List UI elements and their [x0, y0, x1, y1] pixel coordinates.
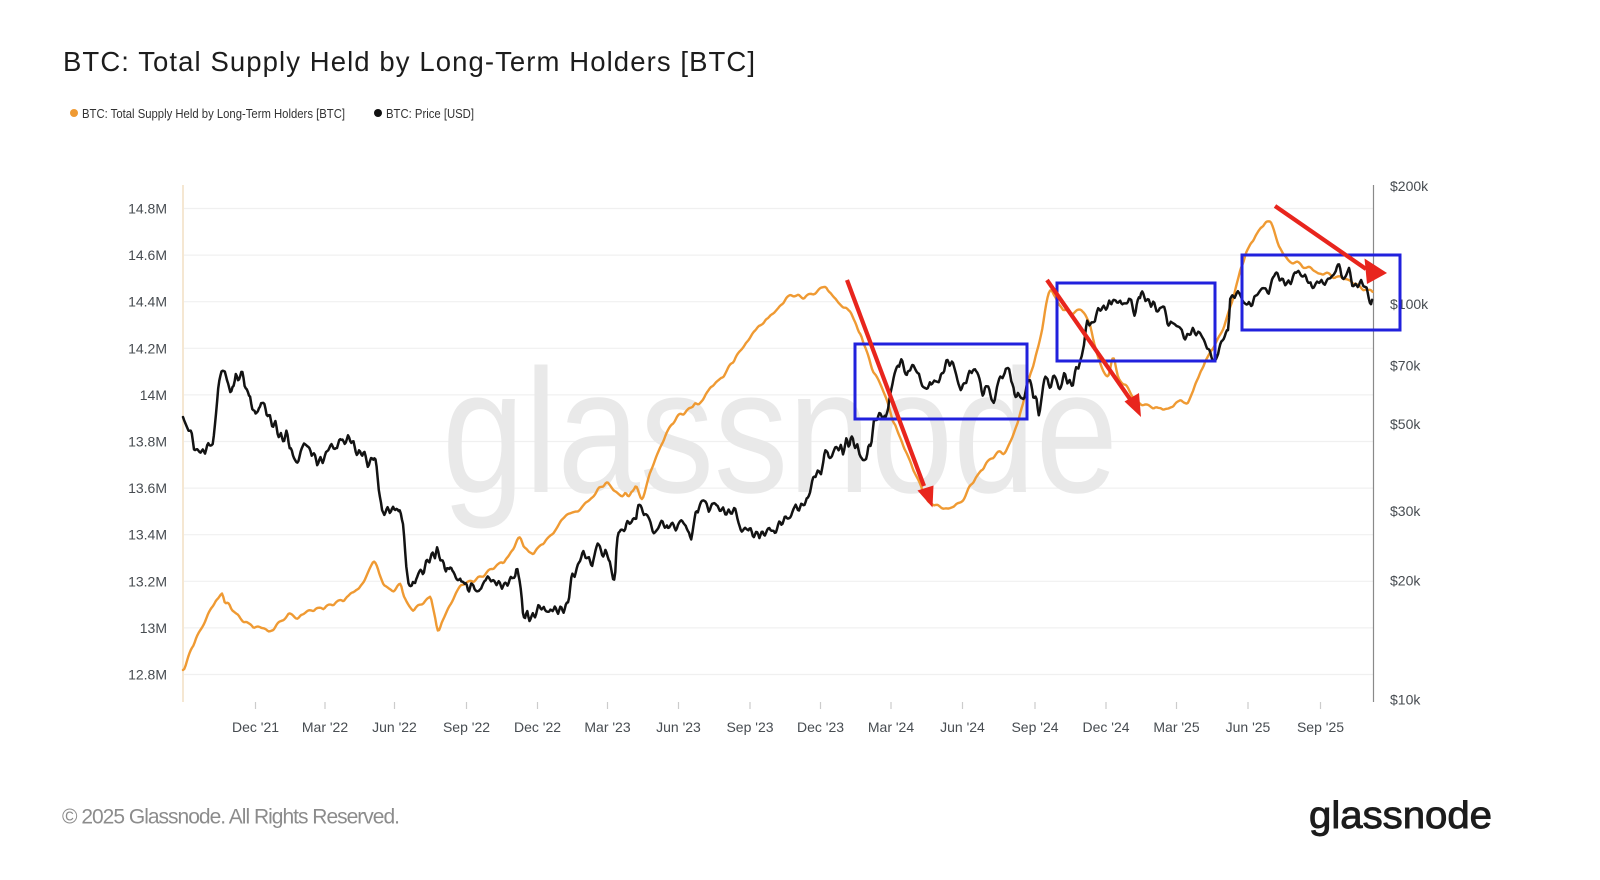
svg-text:14.8M: 14.8M: [128, 201, 167, 217]
svg-text:Sep '22: Sep '22: [443, 719, 490, 735]
svg-text:glassnode: glassnode: [1309, 795, 1492, 837]
svg-text:14.6M: 14.6M: [128, 247, 167, 263]
svg-text:Sep '24: Sep '24: [1011, 719, 1058, 735]
svg-text:13.4M: 13.4M: [128, 527, 167, 543]
svg-text:© 2025 Glassnode. All Rights R: © 2025 Glassnode. All Rights Reserved.: [62, 806, 400, 829]
svg-text:$30k: $30k: [1390, 503, 1421, 519]
svg-text:Mar '23: Mar '23: [584, 719, 630, 735]
svg-text:Sep '25: Sep '25: [1297, 719, 1344, 735]
svg-text:12.8M: 12.8M: [128, 667, 167, 683]
svg-text:Jun '23: Jun '23: [656, 719, 701, 735]
svg-text:14.2M: 14.2M: [128, 340, 167, 356]
svg-text:Jun '25: Jun '25: [1226, 719, 1271, 735]
svg-text:Dec '22: Dec '22: [514, 719, 561, 735]
svg-text:$20k: $20k: [1390, 573, 1421, 589]
svg-text:$200k: $200k: [1390, 178, 1429, 194]
svg-text:$10k: $10k: [1390, 692, 1421, 708]
svg-text:14.4M: 14.4M: [128, 294, 167, 310]
svg-text:Sep '23: Sep '23: [726, 719, 773, 735]
svg-text:$70k: $70k: [1390, 358, 1421, 374]
svg-text:Jun '22: Jun '22: [372, 719, 417, 735]
svg-text:$100k: $100k: [1390, 296, 1429, 312]
svg-text:BTC: Price [USD]: BTC: Price [USD]: [386, 107, 474, 121]
svg-text:Jun '24: Jun '24: [940, 719, 985, 735]
svg-text:Dec '24: Dec '24: [1082, 719, 1129, 735]
svg-text:13M: 13M: [140, 620, 167, 636]
svg-text:13.6M: 13.6M: [128, 480, 167, 496]
svg-text:BTC: Total Supply Held by Long: BTC: Total Supply Held by Long-Term Hold…: [82, 107, 345, 121]
svg-text:Dec '21: Dec '21: [232, 719, 279, 735]
svg-text:Mar '24: Mar '24: [868, 719, 914, 735]
svg-text:13.2M: 13.2M: [128, 573, 167, 589]
svg-text:glassnode: glassnode: [442, 334, 1118, 530]
svg-text:Dec '23: Dec '23: [797, 719, 844, 735]
svg-text:13.8M: 13.8M: [128, 434, 167, 450]
svg-text:$50k: $50k: [1390, 416, 1421, 432]
svg-text:BTC: Total Supply Held by Long: BTC: Total Supply Held by Long-Term Hold…: [63, 46, 755, 77]
svg-text:Mar '25: Mar '25: [1153, 719, 1199, 735]
svg-text:Mar '22: Mar '22: [302, 719, 348, 735]
svg-text:14M: 14M: [140, 387, 167, 403]
